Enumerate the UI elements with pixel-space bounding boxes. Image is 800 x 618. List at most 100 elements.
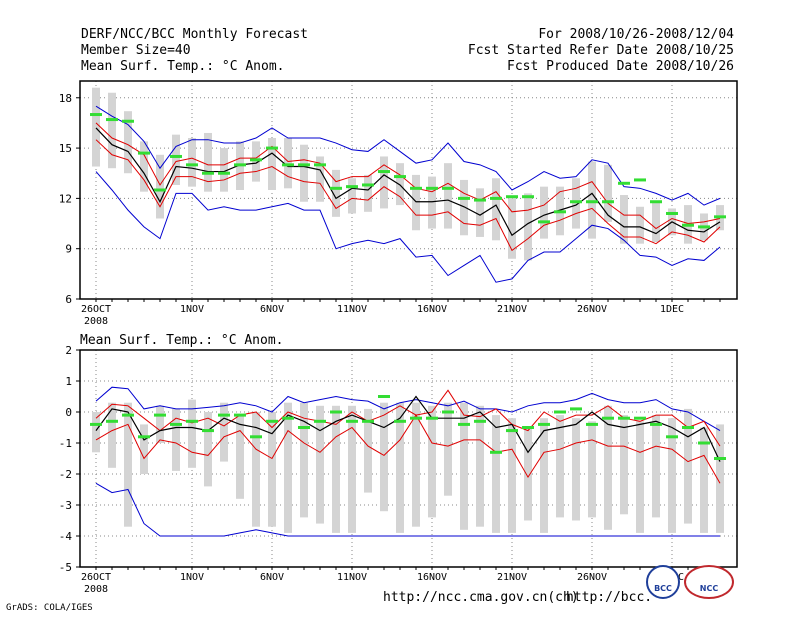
box-bar <box>492 415 500 533</box>
marker-dash <box>458 196 470 200</box>
marker-dash <box>234 413 246 417</box>
box-bar <box>188 399 196 468</box>
marker-dash <box>330 186 342 190</box>
marker-dash <box>586 422 598 426</box>
plot-frame <box>79 80 738 300</box>
box-bar <box>156 405 164 443</box>
marker-dash <box>186 419 198 423</box>
marker-dash <box>474 419 486 423</box>
box-bar <box>316 405 324 524</box>
box-bar <box>220 402 228 462</box>
x-tick-label: 1NOV <box>180 304 204 315</box>
box-bar <box>540 186 548 239</box>
marker-dash <box>394 175 406 179</box>
marker-dash <box>538 220 550 224</box>
marker-dash <box>490 196 502 200</box>
series-mean-line <box>95 395 721 462</box>
x-tick-label: 26OCT <box>81 304 111 315</box>
bcc-logo: BCC <box>646 565 680 599</box>
marker-dash <box>698 441 710 445</box>
x-tick-label: 6NOV <box>260 304 284 315</box>
marker-dash <box>410 416 422 420</box>
box-bar <box>572 178 580 229</box>
box-bar <box>412 174 420 231</box>
grads-credit: GrADS: COLA/IGES <box>6 603 93 613</box>
marker-dash <box>410 186 422 190</box>
box-bar <box>476 188 484 237</box>
x-tick-label: 16NOV <box>417 304 447 315</box>
box-bar <box>172 134 180 185</box>
marker-dash <box>154 188 166 192</box>
marker-dash <box>458 422 470 426</box>
marker-dash <box>106 419 118 423</box>
box-bar <box>652 201 660 242</box>
box-bar <box>412 402 420 527</box>
box-bar <box>444 402 452 496</box>
box-bar <box>492 178 500 241</box>
marker-dash <box>650 422 662 426</box>
box-bar <box>204 412 212 487</box>
box-bar <box>588 161 596 239</box>
box-bar <box>524 427 532 521</box>
year-label: 2008 <box>84 316 108 327</box>
marker-dash <box>602 416 614 420</box>
box-bar <box>364 408 372 493</box>
box-bar <box>460 402 468 530</box>
marker-dash <box>266 419 278 423</box>
marker-dash <box>378 395 390 398</box>
marker-dash <box>618 416 630 420</box>
box-bar <box>188 138 196 187</box>
x-tick-label: 21NOV <box>497 572 527 583</box>
marker-dash <box>218 413 230 417</box>
marker-dash <box>666 435 678 439</box>
box-bar <box>268 412 276 527</box>
marker-dash <box>154 413 166 417</box>
box-bar <box>332 169 340 217</box>
box-bar <box>316 156 324 202</box>
series-lower-line <box>95 139 721 252</box>
panel-title: Mean Surf. Temp.: °C Anom. <box>80 333 284 348</box>
box-bar <box>300 402 308 518</box>
y-tick-label: -3 <box>59 499 72 512</box>
box-bar <box>524 193 532 261</box>
series-upper-line <box>95 389 721 447</box>
marker-dash <box>298 163 310 167</box>
marker-dash <box>90 422 102 426</box>
forecast-period: For 2008/10/26-2008/12/04 <box>538 27 734 42</box>
box-bar <box>348 178 356 214</box>
x-tick-label: 26OCT <box>81 572 111 583</box>
box-bar <box>220 148 228 192</box>
marker-dash <box>490 450 502 454</box>
marker-dash <box>442 186 454 190</box>
marker-dash <box>298 426 310 429</box>
variable-label: Mean Surf. Temp.: °C Anom. <box>81 59 285 74</box>
x-tick-label: 16NOV <box>417 572 447 583</box>
box-bar <box>508 418 516 533</box>
box-bar <box>540 418 548 533</box>
box-bar <box>700 427 708 533</box>
marker-dash <box>250 435 262 439</box>
x-tick-label: 26NOV <box>577 572 607 583</box>
box-bar <box>556 415 564 518</box>
marker-dash <box>714 457 726 460</box>
box-bar <box>204 132 212 192</box>
marker-dash <box>522 426 534 429</box>
y-tick-label: 9 <box>65 243 72 256</box>
series-max-line <box>95 105 721 206</box>
marker-dash <box>586 200 598 204</box>
marker-dash <box>506 195 518 199</box>
marker-dash <box>122 413 134 417</box>
box-bar <box>108 92 116 169</box>
marker-dash <box>634 416 646 420</box>
series-upper-line <box>95 122 721 230</box>
box-bar <box>476 405 484 527</box>
url-ncc[interactable]: http://ncc.cma.gov.cn(ch) <box>383 590 579 605</box>
box-bar <box>124 111 132 174</box>
marker-dash <box>250 158 262 162</box>
marker-dash <box>394 419 406 423</box>
url-bcc[interactable]: http://bcc. <box>566 590 653 605</box>
box-bar <box>684 408 692 524</box>
y-tick-label: 2 <box>65 344 72 357</box>
box-bar <box>444 163 452 229</box>
produced-date: Fcst Produced Date 2008/10/26 <box>507 59 734 74</box>
